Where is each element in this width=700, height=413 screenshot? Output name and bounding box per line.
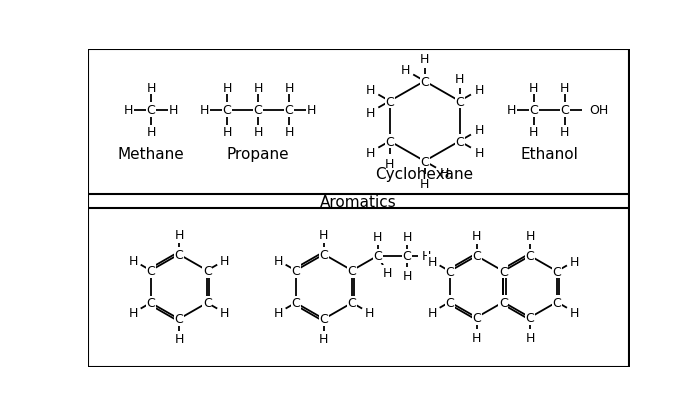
Text: H: H [319,332,328,346]
Text: H: H [475,124,484,137]
Text: H: H [440,166,449,179]
Text: H: H [420,178,429,190]
Text: H: H [570,255,579,268]
Text: H: H [146,126,155,139]
Text: H: H [472,331,481,344]
Text: C: C [455,95,464,108]
Text: H: H [174,332,183,346]
Text: C: C [146,297,155,309]
Text: H: H [560,126,570,139]
Text: H: H [319,228,328,241]
Text: C: C [253,104,262,117]
Text: H: H [199,104,209,117]
Text: H: H [402,269,412,282]
Text: H: H [253,81,262,95]
Text: C: C [526,311,534,324]
Text: H: H [365,146,375,159]
Text: H: H [507,104,516,117]
Text: Aromatics: Aromatics [321,194,397,209]
Text: H: H [402,230,412,244]
Text: C: C [385,95,394,108]
Text: C: C [146,264,155,277]
Text: H: H [525,331,535,344]
Text: H: H [420,53,429,66]
Text: C: C [203,264,211,277]
Text: H: H [472,230,481,243]
Text: H: H [253,126,262,139]
Text: H: H [455,73,464,86]
Text: C: C [174,313,183,326]
Text: H: H [174,228,183,241]
Text: H: H [284,126,294,139]
Text: C: C [319,248,328,261]
Text: C: C [223,104,232,117]
Text: H: H [284,81,294,95]
Text: C: C [373,250,382,263]
Text: H: H [400,64,410,77]
Text: C: C [291,297,300,309]
Text: C: C [420,75,429,88]
Text: H: H [365,107,375,119]
Text: H: H [220,306,230,320]
Text: C: C [285,104,293,117]
Text: C: C [348,264,356,277]
Text: C: C [473,250,481,263]
Text: H: H [560,81,570,95]
Text: Cyclohexane: Cyclohexane [376,166,474,181]
Text: H: H [383,266,392,279]
Text: C: C [552,265,561,278]
Text: H: H [421,250,431,263]
Text: C: C [319,313,328,326]
Text: H: H [220,254,230,267]
Text: C: C [174,248,183,261]
Text: C: C [385,135,394,148]
Text: H: H [274,306,283,320]
Text: C: C [203,297,211,309]
Text: H: H [428,255,437,268]
Text: H: H [124,104,133,117]
Text: H: H [274,254,283,267]
Text: C: C [552,296,561,309]
Text: Methane: Methane [118,147,184,161]
Text: C: C [529,104,538,117]
Text: Ethanol: Ethanol [521,147,578,161]
Text: H: H [475,146,484,159]
Text: H: H [385,157,394,171]
Text: C: C [561,104,569,117]
Text: C: C [445,296,454,309]
Text: H: H [129,254,138,267]
Text: C: C [499,265,508,278]
Text: C: C [402,250,412,263]
Text: C: C [455,135,464,148]
Text: C: C [445,265,454,278]
Text: C: C [147,104,155,117]
Text: C: C [499,296,508,309]
Text: H: H [365,306,374,320]
Text: H: H [529,126,538,139]
Text: H: H [525,230,535,243]
Text: H: H [223,126,232,139]
Text: H: H [475,84,484,97]
Text: C: C [348,297,356,309]
Text: H: H [169,104,178,117]
Text: H: H [570,306,579,319]
Text: C: C [499,265,508,278]
Text: H: H [307,104,316,117]
Text: H: H [428,306,437,319]
Text: H: H [223,81,232,95]
Text: Propane: Propane [227,147,289,161]
Text: C: C [473,311,481,324]
Text: C: C [499,296,508,309]
Text: H: H [373,230,382,244]
Text: C: C [526,250,534,263]
Text: H: H [365,84,375,97]
Text: OH: OH [589,104,608,117]
Text: C: C [420,155,429,168]
Text: H: H [129,306,138,320]
Text: C: C [291,264,300,277]
Text: H: H [146,81,155,95]
Text: H: H [529,81,538,95]
